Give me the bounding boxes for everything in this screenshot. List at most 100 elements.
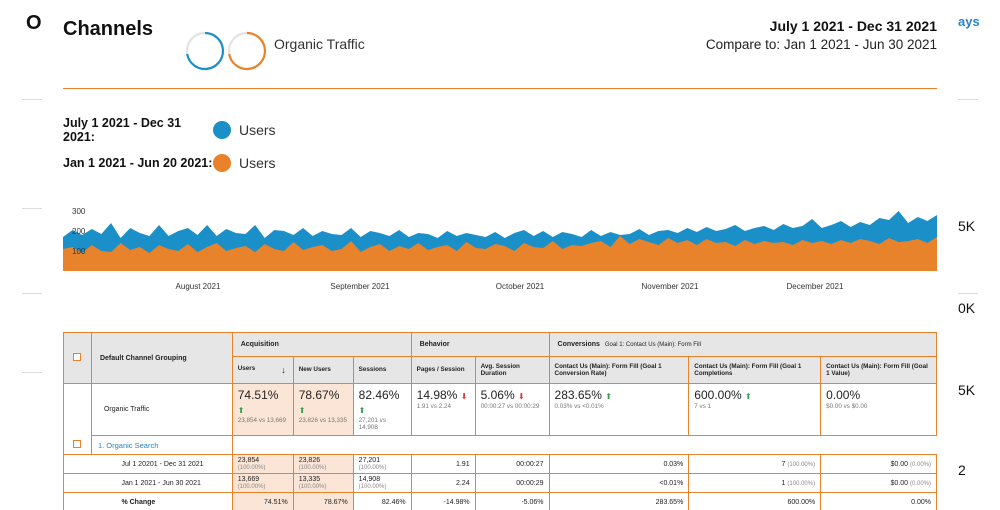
summary-row: Organic Traffic 74.51% ⬆ 23,854 vs 13,66… bbox=[63, 383, 937, 436]
trend-down-icon: ⬇ bbox=[460, 392, 468, 401]
col-sessions[interactable]: Sessions bbox=[352, 356, 412, 384]
cell-avg-duration: 00:00:29 bbox=[474, 473, 550, 493]
cell-users: 74.51% bbox=[231, 492, 294, 510]
cell-avg-duration: 00:00:27 bbox=[474, 454, 550, 474]
summary-value: 74.51% bbox=[237, 388, 279, 402]
summary-value: 78.67% bbox=[298, 388, 340, 402]
cell-value: 13,335 bbox=[298, 476, 321, 483]
row-checkbox[interactable] bbox=[73, 439, 82, 448]
x-tick-label: December 2021 bbox=[787, 282, 844, 291]
legend-dot-icon bbox=[213, 121, 231, 139]
cell-conv-rate: <0.01% bbox=[548, 473, 690, 493]
x-tick-label: October 2021 bbox=[496, 282, 545, 291]
select-all-checkbox[interactable] bbox=[73, 353, 82, 361]
cell-percent: (100.00%) bbox=[787, 480, 816, 487]
summary-value: 0.00% bbox=[826, 388, 861, 402]
segment-row: 1. Organic Search bbox=[63, 435, 937, 455]
trend-down-icon: ⬇ bbox=[517, 392, 525, 401]
users-area-chart: 300 200 100 August 2021 September 2021 Octobe… bbox=[63, 205, 937, 295]
y-tick-label: 200 bbox=[72, 227, 86, 236]
cell-new-users: 13,335 (100.00%) bbox=[292, 473, 354, 493]
col-pages-session[interactable]: Pages / Session bbox=[410, 356, 476, 384]
cell-pages-session: 2.24 bbox=[410, 473, 476, 493]
bg-fragment-right-3: 5K bbox=[958, 382, 976, 398]
bg-line bbox=[22, 99, 42, 100]
summary-new-users: 78.67% ⬆ 23,826 vs 13,335 bbox=[292, 383, 354, 436]
row-label: Jan 1 2021 - Jun 30 2021 bbox=[91, 473, 233, 493]
cell-value: 23,854 bbox=[237, 457, 260, 464]
date-range-compare: Compare to: Jan 1 2021 - Jun 30 2021 bbox=[705, 37, 937, 52]
trend-up-icon: ⬆ bbox=[745, 392, 752, 401]
cell-value: $0.00 bbox=[890, 479, 909, 487]
legend-item-current: July 1 2021 - Dec 31 2021: Users bbox=[63, 116, 276, 144]
col-conv-rate[interactable]: Contact Us (Main): Form Fill (Goal 1 Con… bbox=[548, 356, 690, 384]
bg-fragment-right-4: 2 bbox=[958, 462, 966, 478]
summary-sessions: 82.46% ⬆ 27,201 vs 14,908 bbox=[352, 383, 412, 436]
summary-users: 74.51% ⬆ 23,854 vs 13,669 bbox=[231, 383, 294, 436]
cell-value: 27,201 bbox=[358, 457, 381, 464]
cell-percent: (100.00%) bbox=[237, 484, 266, 490]
cell-conv-rate: 283.65% bbox=[548, 492, 690, 510]
summary-value: 82.46% bbox=[358, 388, 400, 402]
summary-value: 283.65% bbox=[554, 388, 602, 402]
group-conversions-label: Conversions bbox=[557, 341, 600, 348]
trend-up-icon: ⬆ bbox=[298, 406, 306, 415]
col-completions[interactable]: Contact Us (Main): Form Fill (Goal 1 Com… bbox=[688, 356, 822, 384]
col-users[interactable]: Users ↓ bbox=[231, 356, 294, 384]
segment-row-spacer bbox=[232, 435, 937, 455]
segment-label[interactable]: Organic Traffic bbox=[274, 36, 365, 52]
cell-sessions: 82.46% bbox=[352, 492, 412, 510]
group-behavior: Behavior bbox=[410, 332, 550, 357]
cell-percent: (100.00%) bbox=[787, 461, 816, 468]
row-spacer bbox=[63, 492, 92, 510]
bg-line bbox=[958, 99, 978, 100]
summary-compare: 00:00:27 vs 00:00:29 bbox=[480, 403, 540, 410]
cell-percent: (100.00%) bbox=[298, 465, 327, 471]
cell-value: 23,826 bbox=[298, 457, 321, 464]
cell-sessions: 27,201 (100.00%) bbox=[352, 454, 412, 474]
cell-users: 23,854 (100.00%) bbox=[231, 454, 294, 474]
bg-line bbox=[22, 372, 42, 373]
cell-completions: 600.00% bbox=[688, 492, 822, 510]
bg-line bbox=[22, 293, 42, 294]
channel-link-organic-search[interactable]: 1. Organic Search bbox=[90, 435, 233, 455]
cell-conv-rate: 0.03% bbox=[548, 454, 690, 474]
legend-metric: Users bbox=[239, 155, 276, 171]
group-conversions[interactable]: Conversions Goal 1: Contact Us (Main): F… bbox=[548, 332, 938, 357]
cell-percent: (0.00%) bbox=[909, 480, 931, 487]
cell-completions: 1 (100.00%) bbox=[688, 473, 822, 493]
cell-percent: (100.00%) bbox=[237, 465, 266, 471]
bg-fragment-left: O bbox=[26, 12, 42, 34]
bg-fragment-right-top: ays bbox=[958, 14, 980, 29]
cell-percent: (0.00%) bbox=[909, 461, 931, 468]
group-acquisition: Acquisition bbox=[231, 332, 412, 357]
table-row: Jul 1 20201 - Dec 31 2021 23,854 (100.00… bbox=[63, 454, 937, 474]
goal-selector[interactable]: Goal 1: Contact Us (Main): Form Fill bbox=[604, 342, 701, 348]
col-goal-value[interactable]: Contact Us (Main): Form Fill (Goal 1 Val… bbox=[820, 356, 937, 384]
date-range[interactable]: July 1 2021 - Dec 31 2021 Compare to: Ja… bbox=[706, 18, 937, 52]
summary-compare: 27,201 vs 14,908 bbox=[358, 417, 386, 431]
col-avg-duration[interactable]: Avg. Session Duration bbox=[474, 356, 550, 384]
date-range-primary: July 1 2021 - Dec 31 2021 bbox=[769, 18, 937, 34]
cell-pages-session: 1.91 bbox=[410, 454, 476, 474]
summary-compare: 23,826 vs 13,335 bbox=[298, 417, 348, 424]
summary-label: Organic Traffic bbox=[90, 383, 233, 436]
cell-completions: 7 (100.00%) bbox=[688, 454, 822, 474]
summary-completions: 600.00% ⬆ 7 vs 1 bbox=[688, 383, 822, 436]
summary-goal-value: 0.00% $0.00 vs $0.00 bbox=[820, 383, 937, 436]
cell-value: 14,908 bbox=[358, 476, 381, 483]
legend-item-previous: Jan 1 2021 - Jun 20 2021: Users bbox=[63, 154, 276, 172]
summary-pages-session: 14.98% ⬇ 1.91 vs 2.24 bbox=[410, 383, 476, 436]
cell-pages-session: -14.98% bbox=[410, 492, 476, 510]
summary-value: 5.06% bbox=[480, 388, 515, 402]
summary-compare: 0.03% vs <0.01% bbox=[554, 403, 604, 410]
summary-conv-rate: 283.65% ⬆ 0.03% vs <0.01% bbox=[548, 383, 690, 436]
y-tick-label: 100 bbox=[72, 247, 86, 256]
row-spacer bbox=[63, 454, 92, 474]
col-new-users[interactable]: New Users bbox=[292, 356, 354, 384]
table-row-change: % Change 74.51% 78.67% 82.46% -14.98% -5… bbox=[63, 492, 937, 510]
cell-new-users: 23,826 (100.00%) bbox=[292, 454, 354, 474]
cell-avg-duration: -5.06% bbox=[474, 492, 550, 510]
summary-compare: 1.91 vs 2.24 bbox=[416, 403, 451, 410]
sort-desc-icon[interactable]: ↓ bbox=[281, 364, 286, 375]
